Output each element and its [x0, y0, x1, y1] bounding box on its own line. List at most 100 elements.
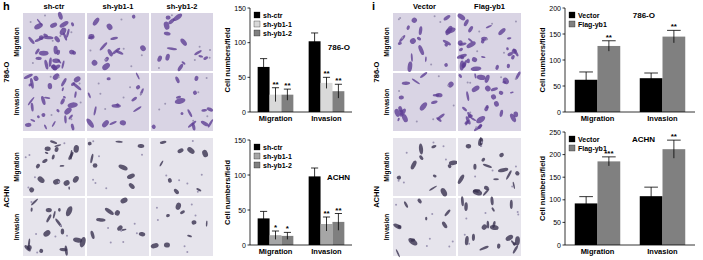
cell-blob — [406, 25, 411, 31]
pore — [178, 179, 180, 181]
pore — [480, 145, 482, 147]
cell-blob — [490, 94, 497, 101]
y-tick — [563, 8, 566, 9]
cell-blob — [456, 53, 467, 60]
y-tick — [248, 245, 251, 246]
micrograph-bg — [87, 13, 150, 72]
cell-blob — [395, 249, 400, 258]
cell-blob — [45, 208, 52, 213]
micrograph-bg — [458, 13, 522, 72]
pore — [171, 14, 173, 16]
bar — [309, 41, 321, 112]
cell-blob — [29, 78, 34, 89]
cell-blob — [439, 187, 448, 197]
cell-blob — [432, 174, 437, 178]
cell-blob — [470, 66, 481, 71]
micrograph-bg — [151, 198, 214, 257]
cell-blob — [47, 83, 52, 89]
error-bar — [579, 72, 593, 88]
cell-blob — [444, 42, 449, 47]
cell-blob — [417, 44, 425, 55]
cell-blob — [90, 154, 94, 164]
error-bar — [284, 232, 291, 239]
pore — [130, 65, 132, 67]
pore — [52, 40, 54, 42]
legend-label: sh-ctr — [263, 144, 283, 151]
pore — [158, 109, 160, 111]
bar — [663, 149, 686, 245]
cell-blob — [69, 50, 74, 55]
panel-letter: i — [372, 0, 375, 12]
cell-blob — [57, 59, 62, 64]
cell-blob — [429, 185, 438, 191]
legend-label: Flag-yb1 — [578, 145, 607, 153]
cell-blob — [30, 118, 35, 122]
legend-swatch — [254, 12, 260, 18]
pore — [442, 145, 444, 147]
pore — [416, 121, 418, 123]
cell-blob — [87, 92, 91, 98]
cell-blob — [179, 210, 185, 215]
cell-blob — [160, 140, 167, 144]
cell-blob — [135, 72, 140, 80]
legend-swatch — [254, 30, 260, 36]
bar — [309, 176, 321, 245]
cell-blob — [481, 157, 486, 162]
pore — [186, 251, 188, 253]
pore — [54, 235, 56, 237]
legend-swatch — [569, 136, 575, 142]
assay-label: Invasion — [13, 214, 20, 240]
pore — [136, 232, 138, 234]
cell-blob — [436, 116, 443, 122]
cell-blob — [131, 96, 138, 102]
error-bar — [644, 73, 658, 83]
micrograph-bg — [23, 138, 86, 197]
y-tick — [563, 34, 566, 35]
cell-blob — [27, 238, 30, 249]
pore — [25, 156, 27, 158]
pore — [201, 174, 203, 176]
error-bar — [602, 41, 616, 51]
column-header: Vector — [413, 2, 436, 11]
cell-blob — [58, 208, 61, 212]
legend-swatch — [254, 144, 260, 150]
cell-line-label: 786-O — [372, 61, 381, 82]
cell-blob — [87, 141, 92, 145]
cell-blob — [490, 87, 498, 92]
figure: hsh-ctrsh-yb1-1sh-yb1-2786-OMigrationInv… — [0, 0, 703, 260]
pore — [209, 57, 211, 59]
cell-blob — [118, 163, 129, 171]
micrograph-bg — [393, 138, 457, 197]
y-tick — [563, 60, 566, 61]
pore — [28, 154, 30, 156]
pore — [194, 59, 196, 61]
category-label: Migration — [259, 247, 293, 256]
pore — [406, 152, 408, 154]
cell-blob — [441, 221, 448, 229]
cell-blob — [473, 124, 483, 132]
cell-blob — [510, 91, 514, 93]
micrograph — [458, 196, 522, 256]
pore — [186, 182, 188, 184]
pore — [66, 235, 68, 237]
pore — [439, 21, 441, 23]
category-label: Invasion — [311, 114, 342, 123]
pore — [401, 37, 403, 39]
pore — [94, 182, 96, 184]
cell-blob — [115, 141, 122, 143]
cell-blob — [510, 200, 513, 209]
cell-blob — [70, 123, 75, 130]
cell-blob — [30, 207, 32, 212]
cell-blob — [481, 56, 486, 59]
cell-blob — [476, 74, 486, 80]
pore — [120, 19, 122, 21]
error-bar — [311, 33, 318, 50]
pore — [484, 212, 486, 214]
x-axis — [250, 245, 352, 246]
chart-title: 786-O — [328, 43, 350, 52]
y-tick — [248, 77, 251, 78]
pore — [123, 48, 125, 50]
cell-blob — [418, 101, 428, 112]
micrograph — [150, 198, 213, 257]
assay-label: Migration — [383, 152, 391, 181]
